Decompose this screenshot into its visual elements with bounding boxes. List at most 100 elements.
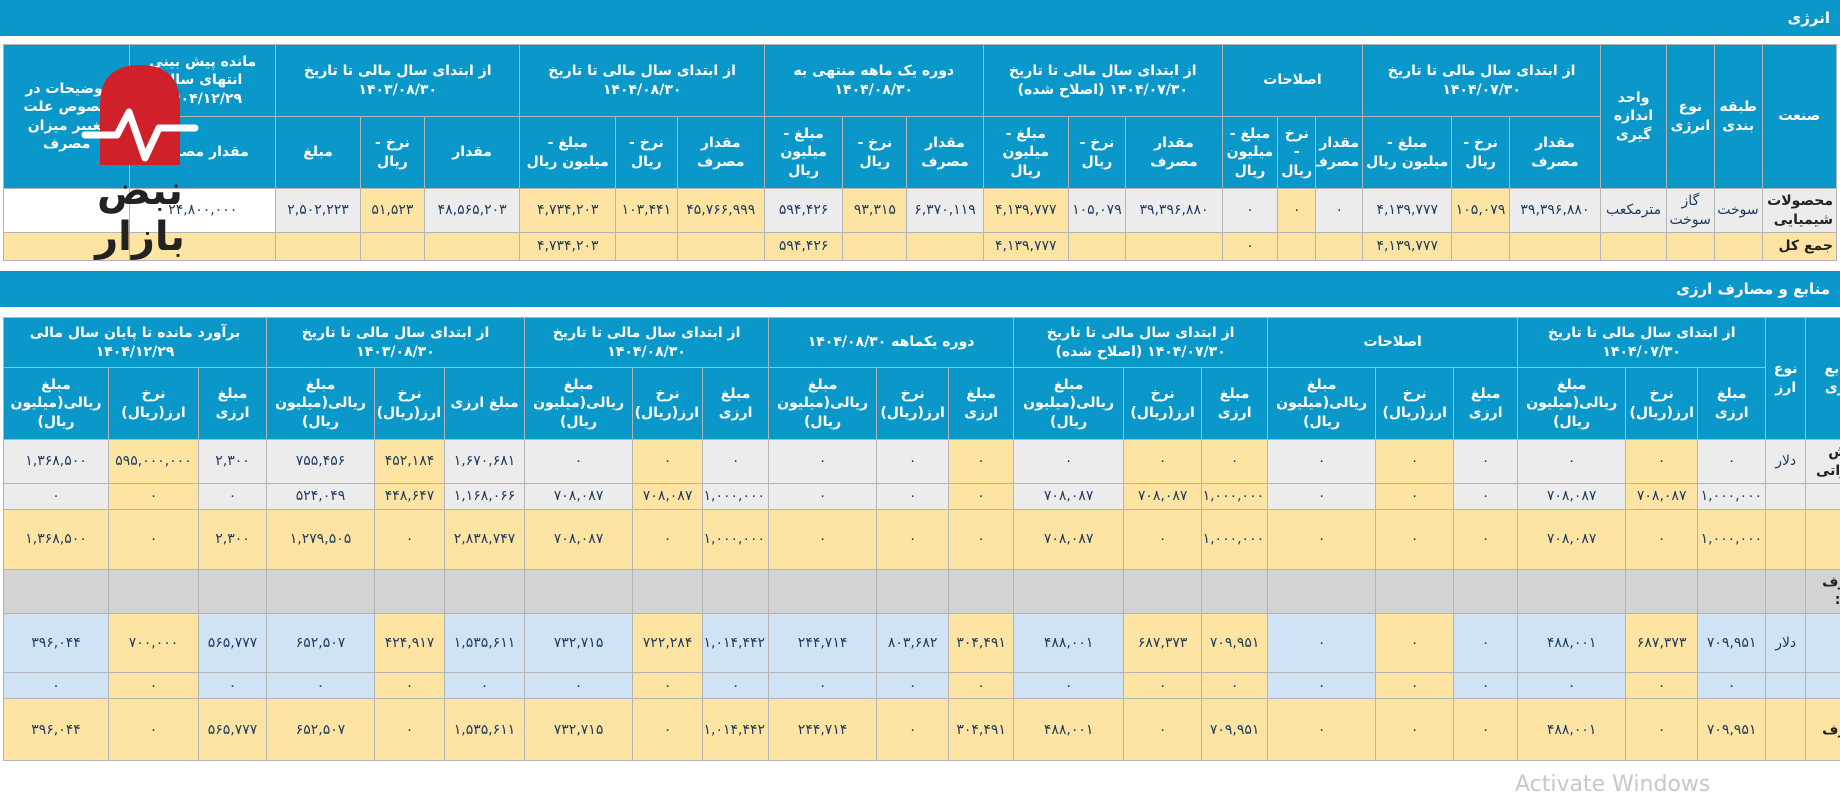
cell: ۰ (1124, 673, 1202, 699)
cell: ۰ (949, 673, 1014, 699)
cell: ۰ (877, 440, 949, 484)
cell: ۰ (375, 673, 445, 699)
cell (276, 233, 361, 261)
table-row: فروش صادراتیدلار۰۰۰۰۰۰۰۰۰۰۰۰۰۰۰۱,۶۷۰,۶۸۱… (4, 440, 1840, 484)
cell: ۰ (109, 484, 199, 510)
total-row: جمع کل ۴,۱۳۹,۷۷۷ ۰ ۴,۱۳۹,۷۷۷ ۵۹۴,۴۲۶ ۴,۷… (4, 233, 1837, 261)
sub-header-qty: مقدار مصرف (1126, 117, 1223, 189)
cell: ۲,۸۳۸,۷۴۷ (445, 510, 525, 570)
cell: ۱,۰۰۰,۰۰۰ (1202, 510, 1268, 570)
cell: ۰ (1124, 510, 1202, 570)
sub-header-amount: مبلغ - میلیون ریال (764, 117, 843, 189)
cell: ۷۰۸,۰۸۷ (1124, 484, 1202, 510)
cell: ۰ (703, 440, 769, 484)
cell: ۷۳۲,۷۱۵ (525, 699, 633, 761)
row-label: مصارف ارزی: (1806, 569, 1840, 613)
currency-type-cell (1766, 699, 1806, 761)
sub-header-qty: مقدار مصرف (907, 117, 984, 189)
cell: ۰ (1268, 673, 1376, 699)
total-row: جمع منابع ارزی۱,۰۰۰,۰۰۰۰۷۰۸,۰۸۷۰۰۰۱,۰۰۰,… (4, 510, 1840, 570)
cell (1452, 233, 1509, 261)
cell: ۰ (1376, 699, 1454, 761)
cell: ۰ (1268, 613, 1376, 673)
sub-header-qty: مقدار (424, 117, 520, 189)
cell: ۱,۰۰۰,۰۰۰ (1202, 484, 1268, 510)
cell: ۱,۰۱۴,۴۴۲ (703, 613, 769, 673)
cell: ۴۵,۷۶۶,۹۹۹ (677, 189, 764, 233)
cell: ۱,۲۷۹,۵۰۵ (267, 510, 375, 570)
logo-text: نبض بازار (55, 168, 225, 260)
cell (1376, 569, 1454, 613)
cell (4, 569, 109, 613)
sub-header-fx-amount: مبلغ ارزی (445, 368, 525, 440)
activate-windows-watermark: Activate Windows (1515, 772, 1710, 797)
cell: ۲,۳۰۰ (199, 440, 267, 484)
cell: ۰ (1222, 233, 1277, 261)
cell: ۰ (1014, 673, 1124, 699)
cell (525, 569, 633, 613)
energy-type-cell: گاز سوخت (1667, 189, 1715, 233)
cell (445, 569, 525, 613)
cell: ۰ (1626, 699, 1698, 761)
cell: ۴,۱۳۹,۷۷۷ (1363, 233, 1452, 261)
cell (199, 569, 267, 613)
cell: ۷۰۸,۰۸۷ (1626, 484, 1698, 510)
cell: ۰ (1268, 510, 1376, 570)
cell: ۰ (109, 699, 199, 761)
row-label: جمع منابع ارزی (1806, 510, 1840, 570)
sub-header-fx-amount: مبلغ ارزی (199, 368, 267, 440)
cell: ۵۹۴,۴۲۶ (764, 189, 843, 233)
sub-header-amount: مبلغ - میلیون ریال (1363, 117, 1452, 189)
classification-cell: سوخت (1714, 189, 1762, 233)
energy-section-title: انرژی (0, 0, 1840, 36)
sub-header-fx-rate: نرخ ارز(ریال) (375, 368, 445, 440)
cell: ۰ (4, 673, 109, 699)
cell (1667, 233, 1715, 261)
cell: ۳۰۴,۴۹۱ (949, 699, 1014, 761)
cell: ۰ (949, 510, 1014, 570)
energy-table: صنعت طبقه بندی نوع انرژی واحد اندازه گیر… (3, 44, 1837, 261)
cell: ۰ (375, 699, 445, 761)
cell: ۰ (769, 484, 877, 510)
cell: ۵۶۵,۷۷۷ (199, 699, 267, 761)
cell: ۰ (1454, 440, 1518, 484)
cell (375, 569, 445, 613)
cell: ۴,۷۳۴,۲۰۳ (520, 189, 616, 233)
cell: ۰ (633, 510, 703, 570)
cell: ۰ (1124, 440, 1202, 484)
header-group-ytd: از ابتدای سال مالی تا تاریخ ۱۴۰۴/۰۷/۳۰ (1363, 45, 1601, 117)
sub-header-qty: مقدار مصرف (677, 117, 764, 189)
cell: ۴۸,۵۶۵,۲۰۳ (424, 189, 520, 233)
cell: ۵۱,۵۲۳ (361, 189, 425, 233)
cell (1278, 233, 1316, 261)
cell: ۱,۰۱۴,۴۴۲ (703, 699, 769, 761)
cell: ۲,۵۰۲,۲۲۳ (276, 189, 361, 233)
sub-header-fx-rate: نرخ ارز(ریال) (1124, 368, 1202, 440)
header-group-ytd-0830: از ابتدای سال مالی تا تاریخ ۱۴۰۴/۰۸/۳۰ (525, 318, 769, 368)
sub-header-fx-rate: نرخ ارز(ریال) (1376, 368, 1454, 440)
cell: ۰ (1454, 673, 1518, 699)
cell: ۰ (633, 440, 703, 484)
cell: ۷۰۰,۰۰۰ (109, 613, 199, 673)
cell: ۳۹,۳۹۶,۸۸۰ (1126, 189, 1223, 233)
cell: ۴۸۸,۰۰۱ (1014, 613, 1124, 673)
cell: ۰ (1268, 440, 1376, 484)
cell: ۱۰۳,۴۴۱ (616, 189, 678, 233)
fx-table: منابع ارزی نوع ارز از ابتدای سال مالی تا… (3, 317, 1840, 761)
cell: ۰ (1014, 440, 1124, 484)
cell: ۵۹۵,۰۰۰,۰۰۰ (109, 440, 199, 484)
cell: ۴۵۲,۱۸۴ (375, 440, 445, 484)
sub-header-rate: نرخ - ریال (843, 117, 907, 189)
currency-type-cell (1766, 484, 1806, 510)
cell: ۲۴۴,۷۱۴ (769, 613, 877, 673)
table-row: سایر۱,۰۰۰,۰۰۰۷۰۸,۰۸۷۷۰۸,۰۸۷۰۰۰۱,۰۰۰,۰۰۰۷… (4, 484, 1840, 510)
cell: ۰ (1268, 484, 1376, 510)
header-group-prev-year: از ابتدای سال مالی تا تاریخ ۱۴۰۳/۰۸/۳۰ (276, 45, 520, 117)
cell: ۰ (1626, 510, 1698, 570)
cell (1698, 569, 1766, 613)
cell: ۰ (4, 484, 109, 510)
cell: ۴,۱۳۹,۷۷۷ (1363, 189, 1452, 233)
cell: ۱,۵۳۵,۶۱۱ (445, 699, 525, 761)
cell: ۷۰۸,۰۸۷ (1518, 484, 1626, 510)
cell: ۰ (1698, 440, 1766, 484)
